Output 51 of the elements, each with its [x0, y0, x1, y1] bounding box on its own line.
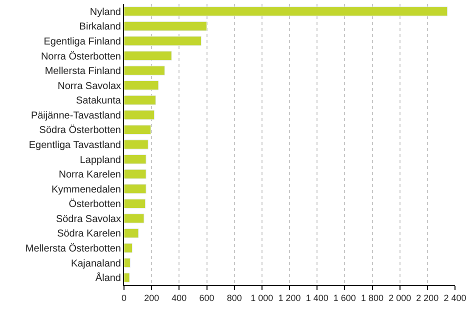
y-tick-label: Lappland — [80, 154, 121, 166]
y-tick-label: Päijänne-Tavastland — [30, 110, 121, 122]
bar — [124, 154, 146, 164]
x-tick-label: 1 000 — [250, 292, 274, 303]
y-tick-label: Norra Österbotten — [40, 50, 121, 62]
bar — [124, 140, 148, 150]
bar — [124, 258, 130, 268]
bar — [124, 50, 172, 61]
bar — [124, 110, 155, 120]
y-tick-label: Nyland — [90, 6, 121, 18]
y-tick-label: Satakunta — [76, 96, 122, 107]
x-tick-label: 1 800 — [360, 292, 384, 303]
y-tick-label: Norra Karelen — [58, 170, 121, 181]
y-tick-label: Norra Savolax — [58, 80, 121, 92]
bar — [124, 124, 152, 135]
bar — [124, 184, 146, 194]
x-tick-label: 1 600 — [333, 292, 356, 303]
bar — [124, 80, 159, 90]
y-tick-label: Södra Karelen — [57, 228, 121, 240]
x-tick-label: 2 400 — [444, 292, 466, 303]
y-tick-label: Mellersta Finland — [44, 66, 121, 78]
x-tick-label: 2 000 — [388, 292, 412, 303]
bar — [124, 169, 146, 179]
y-tick-label: Kajanaland — [70, 258, 121, 270]
bar — [124, 6, 448, 16]
x-tick-label: 200 — [144, 292, 160, 303]
y-tick-label: Södra Savolax — [56, 214, 121, 225]
bar — [124, 66, 165, 76]
y-tick-label: Egentliga Finland — [44, 36, 121, 48]
y-tick-label: Mellersta Österbotten — [25, 242, 121, 255]
bar — [124, 272, 130, 282]
y-tick-label: Södra Österbotten — [39, 124, 121, 136]
bar — [124, 243, 133, 253]
bar — [124, 198, 146, 208]
x-tick-label: 0 — [121, 292, 127, 303]
x-tick-label: 600 — [199, 292, 214, 303]
bar — [124, 21, 207, 32]
bar — [124, 95, 156, 105]
y-tick-label: Birkaland — [79, 22, 121, 33]
x-tick-label: 400 — [172, 292, 187, 303]
y-tick-label: Österbotten — [68, 198, 121, 210]
bar — [124, 36, 202, 46]
y-tick-label: Kymmenedalen — [52, 184, 121, 196]
bar — [124, 228, 139, 238]
y-tick-label: Åland — [95, 272, 121, 284]
bar — [124, 214, 144, 224]
x-tick-label: 2 200 — [416, 292, 439, 303]
y-tick-label: Egentliga Tavastland — [28, 140, 121, 151]
x-tick-label: 1 400 — [306, 292, 328, 303]
x-tick-label: 800 — [226, 292, 242, 303]
x-tick-label: 1 200 — [278, 292, 301, 303]
